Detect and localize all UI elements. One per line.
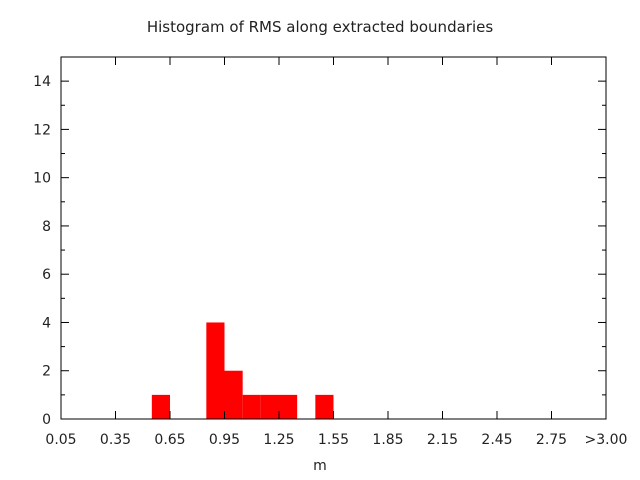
chart-title: Histogram of RMS along extracted boundar…: [146, 18, 494, 36]
x-axis-label: m: [313, 458, 327, 474]
x-tick-label: 2.45: [481, 432, 512, 448]
y-tick-label: 8: [42, 219, 51, 235]
x-tick-label: 1.85: [372, 432, 403, 448]
x-tick-label: 0.35: [100, 432, 131, 448]
x-tick-label: 2.75: [536, 432, 567, 448]
histogram-bar: [151, 394, 170, 419]
x-tick-label: 1.25: [263, 432, 294, 448]
histogram-bar: [279, 394, 298, 419]
histogram-bar: [206, 322, 225, 419]
histogram-bar: [242, 394, 261, 419]
y-tick-label: 10: [33, 171, 51, 187]
y-tick-label: 6: [42, 267, 51, 283]
x-tick-label: 1.55: [318, 432, 349, 448]
y-tick-label: 14: [33, 74, 51, 90]
y-tick-label: 0: [42, 412, 51, 428]
x-tick-label: 0.95: [209, 432, 240, 448]
histogram-bar: [315, 394, 334, 419]
x-tick-label: >3.00: [585, 432, 628, 448]
plot-frame: [60, 56, 607, 420]
histogram-bar: [260, 394, 279, 419]
y-tick-label: 12: [33, 122, 51, 138]
x-tick-label: 0.05: [45, 432, 76, 448]
histogram-bar: [224, 370, 243, 419]
y-tick-label: 2: [42, 364, 51, 380]
x-tick-label: 2.15: [427, 432, 458, 448]
x-tick-label: 0.65: [154, 432, 185, 448]
y-tick-label: 4: [42, 315, 51, 331]
